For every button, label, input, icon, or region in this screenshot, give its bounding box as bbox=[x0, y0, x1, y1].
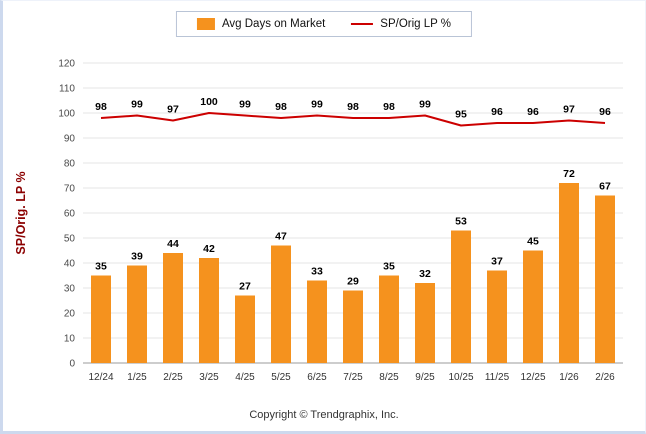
y-tick-label: 30 bbox=[64, 284, 76, 295]
y-tick-label: 80 bbox=[64, 159, 76, 170]
x-tick-label: 2/26 bbox=[595, 372, 615, 383]
bar bbox=[307, 280, 327, 363]
line-value-label: 99 bbox=[239, 99, 251, 111]
bar bbox=[559, 183, 579, 363]
bar-value-label: 35 bbox=[383, 261, 395, 273]
x-tick-label: 5/25 bbox=[271, 372, 291, 383]
line-value-label: 96 bbox=[491, 106, 503, 118]
x-tick-label: 1/26 bbox=[559, 372, 579, 383]
x-tick-label: 12/24 bbox=[88, 372, 113, 383]
bar bbox=[127, 265, 147, 363]
bar-swatch-icon bbox=[196, 18, 215, 30]
y-tick-label: 70 bbox=[64, 184, 76, 195]
bar-value-label: 27 bbox=[239, 281, 251, 293]
x-tick-label: 4/25 bbox=[235, 372, 255, 383]
y-tick-label: 100 bbox=[58, 109, 75, 120]
y-tick-label: 0 bbox=[69, 359, 75, 370]
line-value-label: 96 bbox=[599, 106, 611, 118]
y-tick-label: 50 bbox=[64, 234, 76, 245]
y-tick-label: 20 bbox=[64, 309, 76, 320]
chart-plot: 0 10 20 30 40 50 60 70 80 90 100 110 120 12/24 35 1/25 3… bbox=[58, 59, 623, 383]
x-tick-label: 2/25 bbox=[163, 372, 183, 383]
x-tick-label: 12/25 bbox=[520, 372, 545, 383]
bar-value-label: 29 bbox=[347, 276, 359, 288]
footer-text: Copyright © Trendgraphix, Inc. bbox=[249, 409, 399, 421]
bar-value-label: 45 bbox=[527, 236, 539, 248]
line-value-label: 96 bbox=[527, 106, 539, 118]
line-value-label: 99 bbox=[311, 99, 323, 111]
y-tick-label: 40 bbox=[64, 259, 76, 270]
line-value-label: 98 bbox=[275, 101, 287, 113]
y-tick-label: 110 bbox=[59, 84, 75, 95]
bar-value-label: 35 bbox=[95, 261, 107, 273]
bar-value-label: 53 bbox=[455, 216, 467, 228]
bar bbox=[379, 275, 399, 363]
line-value-label: 99 bbox=[131, 99, 143, 111]
x-tick-label: 1/25 bbox=[127, 372, 147, 383]
legend-label-bar: Avg Days on Market bbox=[221, 18, 326, 30]
bar bbox=[163, 253, 183, 363]
line-value-label: 95 bbox=[455, 109, 467, 121]
bar bbox=[91, 275, 111, 363]
bar-value-label: 37 bbox=[491, 256, 503, 268]
bar bbox=[343, 290, 363, 363]
x-tick-label: 7/25 bbox=[343, 372, 363, 383]
bar-value-label: 67 bbox=[599, 181, 611, 193]
line-value-label: 97 bbox=[563, 104, 575, 116]
x-tick-label: 3/25 bbox=[199, 372, 219, 383]
legend: Avg Days on Market SP/Orig LP % bbox=[175, 11, 473, 37]
bar-value-label: 39 bbox=[131, 251, 143, 263]
bar-value-label: 33 bbox=[311, 266, 323, 278]
x-tick-label: 9/25 bbox=[415, 372, 435, 383]
bar-value-label: 44 bbox=[167, 238, 179, 250]
x-tick-label: 10/25 bbox=[448, 372, 473, 383]
y-tick-label: 120 bbox=[58, 59, 75, 70]
bar bbox=[415, 283, 435, 363]
x-tick-label: 8/25 bbox=[379, 372, 399, 383]
trend-line bbox=[100, 112, 606, 127]
line-value-label: 97 bbox=[167, 104, 179, 116]
y-tick-label: 60 bbox=[64, 209, 76, 220]
bar bbox=[199, 258, 219, 363]
bar-value-label: 72 bbox=[563, 168, 575, 180]
line-value-label: 98 bbox=[347, 101, 359, 113]
x-tick-label: 11/25 bbox=[485, 372, 510, 383]
y-tick-label: 90 bbox=[64, 134, 76, 145]
line-value-label: 99 bbox=[419, 99, 431, 111]
bar-value-label: 32 bbox=[419, 268, 431, 280]
bar-value-label: 47 bbox=[275, 231, 287, 243]
bar bbox=[271, 245, 291, 363]
bar bbox=[451, 230, 471, 363]
bar bbox=[487, 270, 507, 363]
line-value-label: 100 bbox=[200, 96, 218, 108]
line-swatch-icon bbox=[351, 23, 374, 25]
legend-item-line: SP/Orig LP % bbox=[351, 18, 451, 30]
bar bbox=[523, 250, 543, 363]
legend-item-bar: Avg Days on Market bbox=[196, 18, 326, 30]
bar bbox=[595, 195, 615, 363]
line-value-label: 98 bbox=[383, 101, 395, 113]
legend-label-line: SP/Orig LP % bbox=[380, 18, 452, 30]
line-value-label: 98 bbox=[95, 101, 107, 113]
x-tick-label: 6/25 bbox=[307, 372, 327, 383]
y-tick-label: 10 bbox=[64, 334, 76, 345]
bar bbox=[235, 295, 255, 363]
bar-value-label: 42 bbox=[203, 243, 215, 255]
